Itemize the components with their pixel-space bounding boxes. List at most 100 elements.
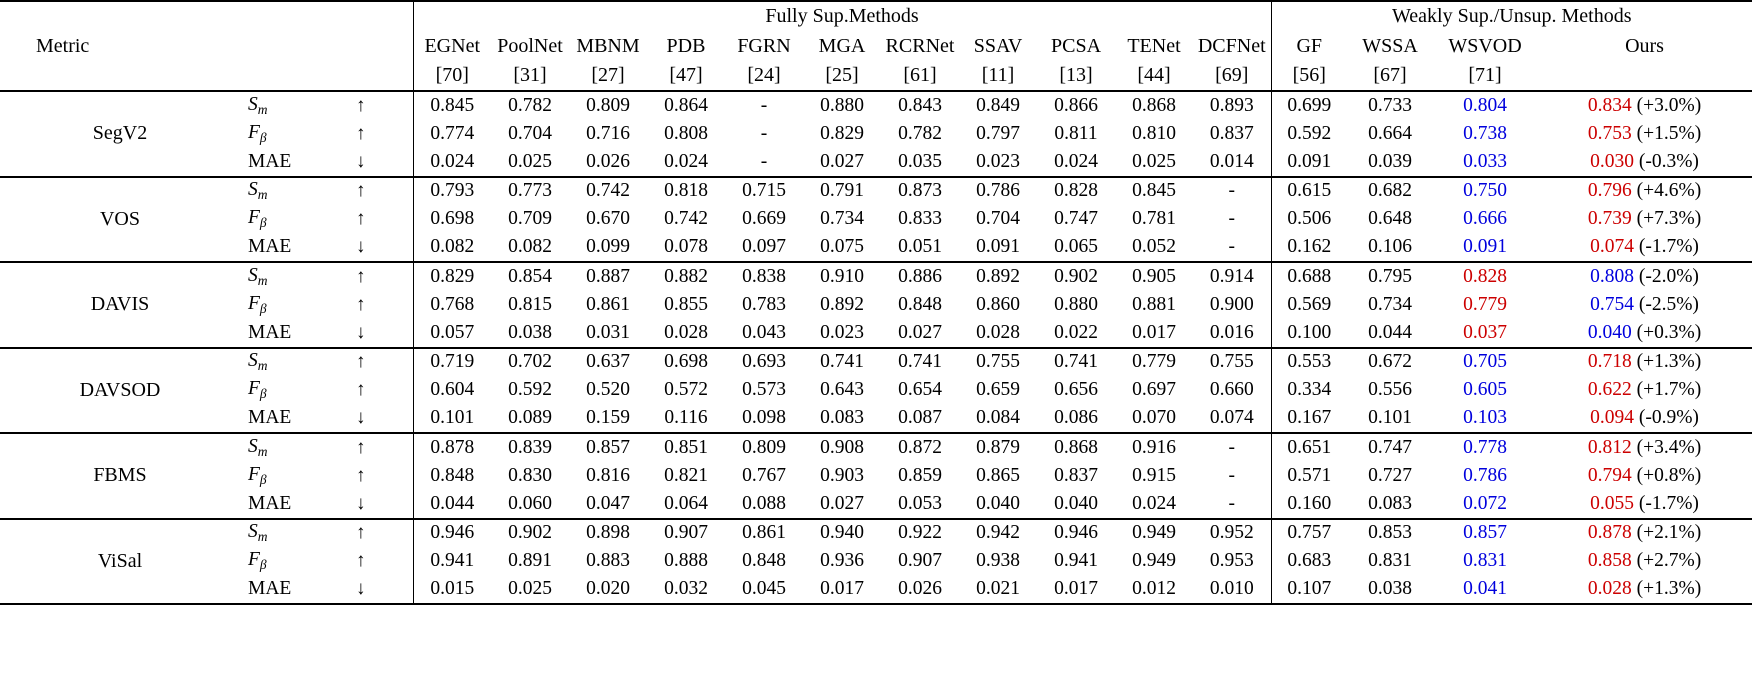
up-arrow-icon: ↑ bbox=[356, 379, 366, 401]
value-cell: 0.861 bbox=[742, 522, 786, 544]
table-row-segv2-sm: SegV2 Sm ↑ 0.845 0.782 0.809 0.864-0.880 0.843 0… bbox=[0, 91, 1752, 144]
value-cell: 0.838 bbox=[742, 265, 786, 287]
value-cell: 0.083 bbox=[1368, 492, 1412, 514]
value-cell: 0.698 bbox=[664, 351, 708, 373]
value-cell: 0.078 bbox=[664, 236, 708, 258]
metric-symbol: F bbox=[248, 121, 260, 143]
value-cell: 0.891 bbox=[508, 550, 552, 572]
value-cell: 0.107 bbox=[1270, 575, 1348, 604]
value-cell: 0.086 bbox=[1054, 407, 1098, 429]
wsvod-value: 0.831 bbox=[1463, 550, 1507, 572]
value-cell: 0.060 bbox=[508, 492, 552, 514]
ours-value: 0.074 bbox=[1590, 236, 1634, 258]
table-row-fbms-mae: MAE ↓ 0.044 0.060 0.047 0.064 0.088 0.027 0.053 0… bbox=[0, 490, 1752, 519]
wsvod-value: 0.072 bbox=[1463, 492, 1507, 514]
ours-value: 0.794 bbox=[1587, 464, 1632, 486]
value-cell: 0.099 bbox=[586, 236, 630, 258]
value-cell: 0.892 bbox=[976, 265, 1020, 287]
down-arrow-icon: ↓ bbox=[356, 578, 366, 600]
ours-delta: (+3.0%) bbox=[1636, 94, 1702, 116]
wsvod-value-cell: 0.072 bbox=[1433, 490, 1537, 519]
value-cell: 0.829 bbox=[412, 262, 491, 291]
value-cell: 0.828 bbox=[1054, 180, 1098, 202]
value-cell: 0.075 bbox=[820, 236, 864, 258]
value-cell: 0.100 bbox=[1270, 319, 1348, 348]
method-ref-poolnet: [31] bbox=[513, 64, 547, 86]
ours-delta: (+1.5%) bbox=[1636, 122, 1702, 144]
ours-delta: (+1.7%) bbox=[1636, 379, 1702, 401]
wsvod-value-cell: 0.857 bbox=[1433, 519, 1537, 548]
value-cell: 0.044 bbox=[1368, 321, 1412, 343]
wsvod-value-cell: 0.831 bbox=[1433, 547, 1537, 576]
value-cell: 0.892 bbox=[820, 293, 864, 315]
metric-symbol: MAE bbox=[248, 236, 292, 258]
value-cell: 0.024 bbox=[1132, 492, 1176, 514]
ours-value-cell: 0.858 (+2.7%) bbox=[1537, 547, 1752, 576]
value-cell: 0.861 bbox=[586, 293, 630, 315]
value-cell: 0.887 bbox=[586, 265, 630, 287]
up-arrow-icon: ↑ bbox=[356, 464, 366, 486]
value-cell: 0.520 bbox=[586, 379, 630, 401]
ours-delta: (-2.0%) bbox=[1638, 265, 1699, 287]
method-ref-fgrn: [24] bbox=[747, 64, 781, 86]
value-cell: 0.831 bbox=[1368, 550, 1412, 572]
value-cell: 0.556 bbox=[1368, 379, 1412, 401]
metric-label-fb: Fβ bbox=[240, 376, 355, 405]
value-cell: 0.953 bbox=[1209, 550, 1254, 572]
ours-value-cell: 0.834 (+3.0%) bbox=[1537, 91, 1752, 120]
up-arrow-icon: ↑ bbox=[356, 522, 366, 544]
ours-delta: (-1.7%) bbox=[1638, 492, 1699, 514]
value-cell: 0.908 bbox=[820, 436, 864, 458]
method-header-tenet: TENet bbox=[1127, 34, 1181, 57]
ours-value-cell: 0.812 (+3.4%) bbox=[1537, 433, 1752, 462]
value-cell: 0.881 bbox=[1132, 293, 1176, 315]
value-cell: 0.733 bbox=[1368, 94, 1412, 116]
table-row-davsod-fb: Fβ ↑ 0.604 0.592 0.520 0.572 0.573 0.643 0.654 0.… bbox=[0, 376, 1752, 405]
value-cell: 0.654 bbox=[898, 379, 942, 401]
value-cell: 0.022 bbox=[1054, 321, 1098, 343]
up-arrow-icon: ↑ bbox=[356, 94, 366, 116]
method-header-egnet: EGNet bbox=[412, 31, 491, 61]
metric-symbol: S bbox=[248, 521, 258, 543]
weakly-sup-group-header: Weakly Sup./Unsup. Methods bbox=[1270, 1, 1752, 31]
value-cell: - bbox=[1228, 180, 1236, 202]
value-cell: 0.682 bbox=[1368, 180, 1412, 202]
metric-symbol: F bbox=[248, 549, 260, 571]
value-cell: 0.907 bbox=[664, 522, 708, 544]
wsvod-value-cell: 0.033 bbox=[1433, 148, 1537, 177]
value-cell: 0.795 bbox=[1368, 265, 1412, 287]
ours-value: 0.028 bbox=[1587, 578, 1632, 600]
metric-subscript: m bbox=[257, 187, 268, 203]
value-cell: 0.040 bbox=[976, 492, 1020, 514]
value-cell: 0.851 bbox=[664, 436, 708, 458]
ours-value: 0.858 bbox=[1587, 550, 1632, 572]
value-cell: 0.097 bbox=[742, 236, 786, 258]
table-row-vos-fb: Fβ ↑ 0.698 0.709 0.670 0.742 0.669 0.734 0.833 0.… bbox=[0, 205, 1752, 234]
value-cell: 0.757 bbox=[1270, 518, 1348, 547]
value-cell: 0.849 bbox=[976, 94, 1020, 116]
wsvod-value-cell: 0.778 bbox=[1433, 433, 1537, 462]
ours-value-cell: 0.718 (+1.3%) bbox=[1537, 348, 1752, 377]
wsvod-value-cell: 0.750 bbox=[1433, 177, 1537, 206]
value-cell: 0.878 bbox=[412, 433, 491, 462]
ours-delta: (-0.3%) bbox=[1638, 150, 1699, 172]
value-cell: 0.672 bbox=[1368, 351, 1412, 373]
value-cell: 0.064 bbox=[664, 492, 708, 514]
table-row-davsod-mae: MAE ↓ 0.101 0.089 0.159 0.116 0.098 0.083 0.087 0… bbox=[0, 404, 1752, 433]
value-cell: 0.025 bbox=[508, 578, 552, 600]
method-header-poolnet: PoolNet bbox=[497, 34, 563, 57]
up-arrow-icon: ↑ bbox=[356, 180, 366, 202]
value-cell: 0.014 bbox=[1209, 150, 1254, 172]
value-cell: 0.162 bbox=[1270, 233, 1348, 262]
metric-label-sm: Sm bbox=[240, 177, 355, 206]
value-cell: 0.815 bbox=[508, 293, 552, 315]
value-cell: 0.946 bbox=[412, 518, 491, 547]
metric-label-sm: Sm bbox=[240, 519, 355, 548]
value-cell: 0.702 bbox=[508, 351, 552, 373]
method-header-wssa: WSSA bbox=[1362, 34, 1418, 57]
value-cell: 0.015 bbox=[412, 575, 491, 604]
value-cell: 0.664 bbox=[1368, 122, 1412, 144]
ours-value: 0.878 bbox=[1587, 522, 1632, 544]
metric-subscript: m bbox=[257, 529, 268, 545]
wsvod-value: 0.778 bbox=[1463, 436, 1507, 458]
